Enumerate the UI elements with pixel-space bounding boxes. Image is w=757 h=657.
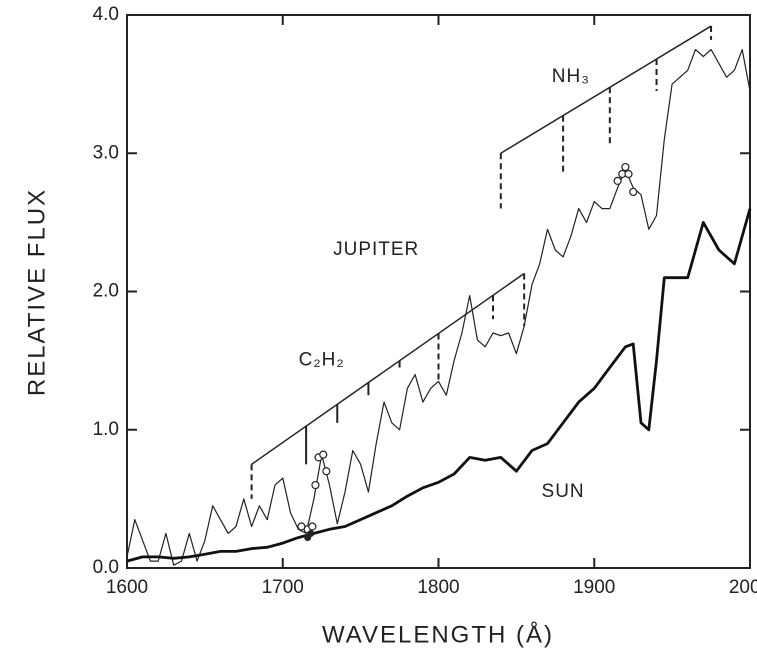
open-point	[308, 522, 317, 531]
open-point	[624, 169, 633, 179]
line	[126, 208, 752, 563]
y-tick-label: 2.0	[93, 281, 119, 302]
plot-frame	[126, 14, 751, 569]
y-tick-label: 0.0	[93, 557, 119, 578]
y-axis-label: RELATIVE FLUX	[23, 188, 50, 396]
line	[126, 49, 751, 566]
band-line	[251, 272, 525, 465]
x-tick-label: 1800	[417, 577, 459, 598]
band-line	[500, 25, 712, 154]
y-tick-label: 3.0	[93, 142, 119, 163]
open-point	[629, 187, 638, 197]
filled-point	[307, 529, 315, 537]
band-label: C₂H₂	[299, 350, 345, 371]
x-axis-label: WAVELENGTH (Å)	[322, 620, 554, 648]
open-point	[621, 162, 630, 172]
open-point	[613, 176, 622, 185]
x-tick-label: 1600	[106, 577, 148, 598]
series-label: SUN	[542, 481, 585, 502]
open-point	[311, 480, 320, 490]
y-tick-label: 4.0	[93, 4, 119, 25]
x-tick-label: 1900	[573, 577, 615, 598]
band-label: NH₃	[552, 66, 590, 87]
x-tick-label: 1700	[262, 577, 304, 598]
series-label: JUPITER	[333, 239, 419, 260]
open-point	[319, 450, 328, 459]
open-point	[322, 467, 331, 476]
y-tick-label: 1.0	[93, 419, 119, 440]
